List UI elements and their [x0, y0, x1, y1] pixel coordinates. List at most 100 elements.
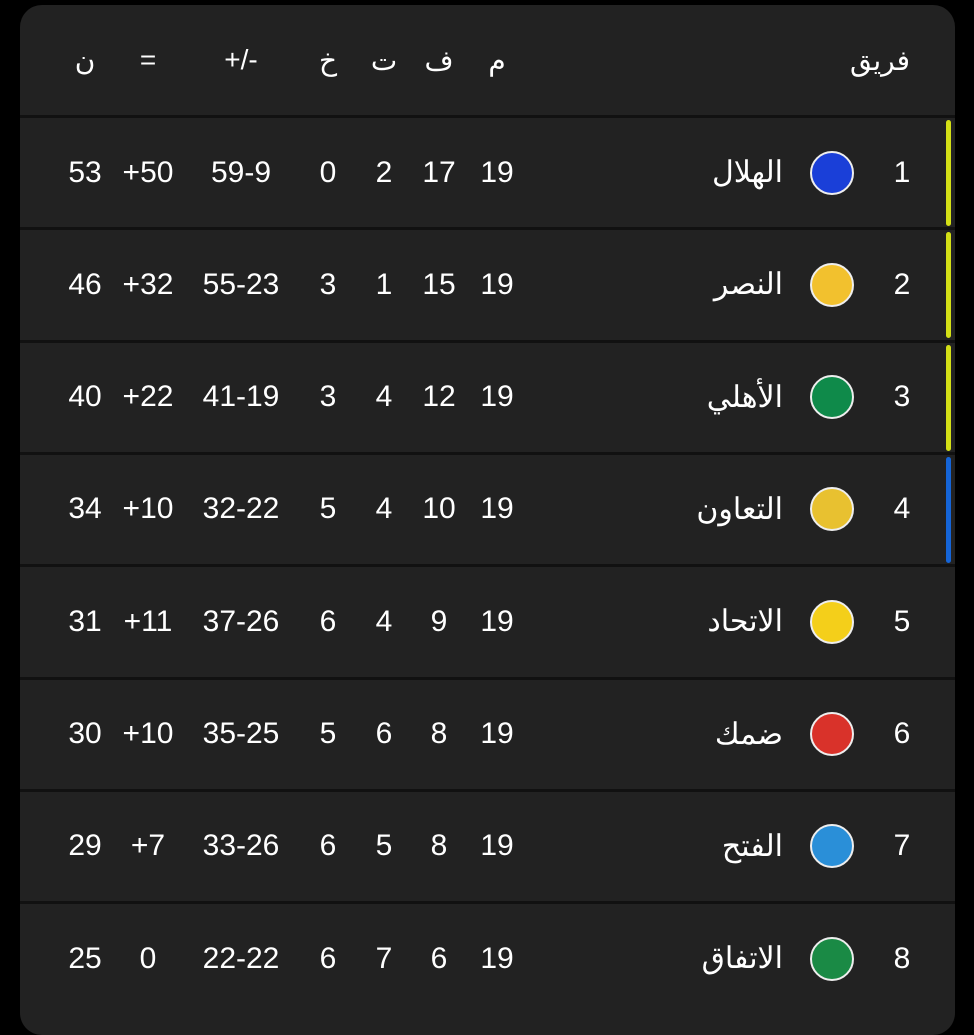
rank-cell: 2	[893, 267, 911, 301]
rank-cell: 7	[893, 829, 911, 863]
drawn-cell: 7	[375, 941, 393, 975]
table-row[interactable]: 8 19 6 7 6 22-22 0 25 الاتفاق	[20, 901, 955, 1013]
header-played: م	[488, 44, 506, 76]
lost-cell: 5	[319, 717, 337, 750]
points-cell: 29	[68, 829, 102, 863]
goals-cell: 55-23	[202, 267, 280, 301]
zone-indicator	[946, 232, 951, 339]
zone-indicator	[946, 456, 951, 563]
table-row[interactable]: 2 19 15 1 3 55-23 +32 46 النصر	[20, 227, 955, 339]
drawn-cell: 5	[375, 829, 393, 863]
drawn-cell: 1	[375, 267, 393, 301]
rank-cell: 3	[893, 380, 911, 414]
diff-cell: +11	[123, 604, 173, 638]
points-cell: 30	[68, 717, 102, 750]
points-cell: 25	[68, 941, 102, 975]
table-row[interactable]: 5 19 9 4 6 37-26 +11 31 الاتحاد	[20, 564, 955, 676]
won-cell: 8	[430, 829, 448, 863]
diff-cell: +50	[122, 155, 174, 189]
header-goals: +/-	[224, 44, 258, 75]
al-nassr-logo-icon	[810, 262, 854, 307]
rank-cell: 8	[893, 941, 911, 975]
team-name: النصر	[713, 268, 783, 302]
header-won: ف	[424, 44, 454, 76]
points-cell: 53	[68, 155, 102, 189]
played-cell: 19	[480, 492, 514, 526]
rank-cell: 1	[893, 155, 911, 189]
drawn-cell: 2	[375, 155, 393, 189]
goals-cell: 37-26	[202, 604, 280, 638]
won-cell: 6	[430, 941, 448, 975]
points-cell: 46	[68, 267, 102, 301]
goals-cell: 59-9	[210, 155, 272, 189]
drawn-cell: 6	[375, 717, 393, 750]
al-ahli-logo-icon	[810, 375, 854, 420]
lost-cell: 3	[319, 267, 337, 301]
won-cell: 10	[422, 492, 456, 526]
played-cell: 19	[480, 380, 514, 414]
team-name: التعاون	[696, 492, 783, 526]
team-name: الأهلي	[706, 380, 783, 414]
diff-cell: +10	[122, 717, 174, 750]
drawn-cell: 4	[375, 604, 393, 638]
team-name: ضمك	[714, 717, 783, 751]
diff-cell: +10	[122, 492, 174, 526]
header-diff: =	[139, 44, 157, 75]
header-team: فريق	[850, 44, 910, 76]
diff-cell: +22	[122, 380, 174, 414]
lost-cell: 6	[319, 829, 337, 863]
played-cell: 19	[480, 267, 514, 301]
won-cell: 12	[422, 380, 456, 414]
diff-cell: 0	[139, 941, 157, 975]
played-cell: 19	[480, 604, 514, 638]
team-name: الاتحاد	[707, 605, 783, 639]
team-name: الاتفاق	[701, 942, 783, 976]
al-fateh-logo-icon	[810, 824, 854, 869]
damac-logo-icon	[810, 712, 854, 756]
al-taawoun-logo-icon	[810, 487, 854, 532]
table-row[interactable]: 7 19 8 5 6 33-26 +7 29 الفتح	[20, 788, 955, 901]
played-cell: 19	[480, 829, 514, 863]
zone-indicator	[946, 344, 951, 451]
drawn-cell: 4	[375, 492, 393, 526]
table-header: فريق م ف ت خ +/- = ن	[20, 5, 955, 115]
table-row[interactable]: 6 19 8 6 5 35-25 +10 30 ضمك	[20, 676, 955, 789]
drawn-cell: 4	[375, 380, 393, 414]
won-cell: 17	[422, 155, 456, 189]
standings-table: فريق م ف ت خ +/- = ن 1 19 17 2 0 59-9 +50 53 اله…	[20, 5, 955, 1035]
table-row[interactable]: 1 19 17 2 0 59-9 +50 53 الهلال	[20, 115, 955, 227]
header-lost: خ	[318, 44, 338, 76]
won-cell: 8	[430, 717, 448, 750]
team-name: الفتح	[721, 829, 783, 863]
won-cell: 15	[422, 267, 456, 301]
al-ettifaq-logo-icon	[810, 936, 854, 981]
lost-cell: 6	[319, 941, 337, 975]
won-cell: 9	[430, 604, 448, 638]
played-cell: 19	[480, 155, 514, 189]
lost-cell: 0	[319, 155, 337, 189]
goals-cell: 22-22	[202, 941, 280, 975]
table-row[interactable]: 3 19 12 4 3 41-19 +22 40 الأهلي	[20, 339, 955, 452]
al-ittihad-logo-icon	[810, 599, 854, 644]
team-name: الهلال	[711, 156, 783, 189]
played-cell: 19	[480, 941, 514, 975]
goals-cell: 41-19	[202, 380, 280, 414]
diff-cell: +7	[130, 829, 166, 863]
header-drawn: ت	[370, 44, 398, 76]
goals-cell: 32-22	[202, 492, 280, 526]
points-cell: 31	[68, 604, 102, 638]
rank-cell: 5	[893, 604, 911, 638]
header-points: ن	[74, 44, 96, 76]
diff-cell: +32	[122, 267, 174, 301]
rank-cell: 6	[893, 717, 911, 750]
table-row[interactable]: 4 19 10 4 5 32-22 +10 34 التعاون	[20, 451, 955, 564]
points-cell: 40	[68, 380, 102, 414]
played-cell: 19	[480, 717, 514, 750]
zone-indicator	[946, 120, 951, 226]
rank-cell: 4	[893, 492, 911, 526]
lost-cell: 3	[319, 380, 337, 414]
goals-cell: 33-26	[202, 829, 280, 863]
lost-cell: 5	[319, 492, 337, 526]
points-cell: 34	[68, 492, 102, 526]
goals-cell: 35-25	[202, 717, 280, 750]
